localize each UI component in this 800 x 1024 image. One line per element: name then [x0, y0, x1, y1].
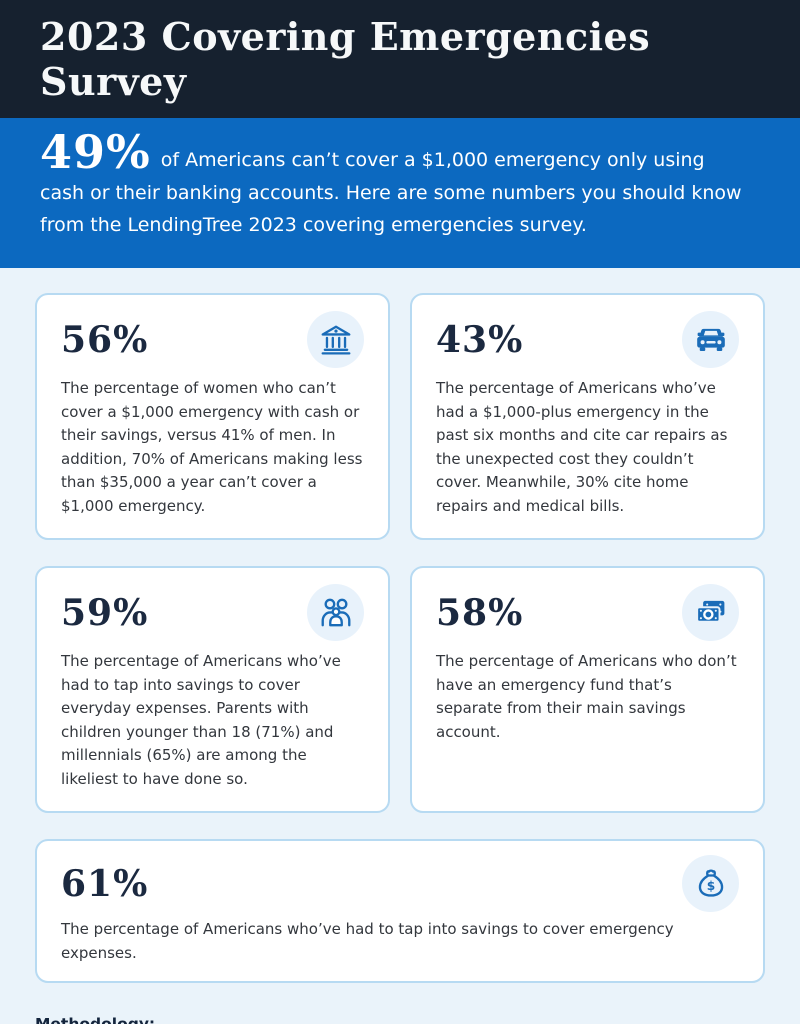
stat-value: 58% — [436, 592, 524, 634]
family-icon — [307, 584, 364, 641]
methodology: Methodology: LendingTree commissioned Qu… — [35, 1015, 513, 1024]
stat-value: 61% — [61, 863, 149, 905]
cash-icon — [682, 584, 739, 641]
headline-stat: 49% — [40, 125, 151, 179]
stat-description: The percentage of Americans who’ve had a… — [436, 379, 728, 515]
stat-description: The percentage of Americans who don’t ha… — [436, 652, 737, 741]
card-header: 59% — [61, 584, 364, 641]
stat-description: The percentage of Americans who’ve had t… — [61, 920, 674, 962]
card-header: 56% — [61, 311, 364, 368]
stat-value: 59% — [61, 592, 149, 634]
header: 2023 Covering Emergencies Survey — [0, 0, 800, 118]
stat-value: 43% — [436, 319, 524, 361]
stats-section: 56% The percentage of — [0, 268, 800, 1024]
stat-description: The percentage of Americans who’ve had t… — [61, 652, 341, 788]
stat-description: The percentage of women who can’t cover … — [61, 379, 363, 515]
card-header: 61% $ — [61, 855, 739, 912]
intro-banner: 49% of Americans can’t cover a $1,000 eme… — [0, 118, 800, 268]
footer: Methodology: LendingTree commissioned Qu… — [35, 1015, 765, 1024]
intro-text: 49% of Americans can’t cover a $1,000 eme… — [40, 118, 748, 242]
methodology-heading: Methodology: — [35, 1015, 156, 1024]
card-header: 58% — [436, 584, 739, 641]
stats-grid: 56% The percentage of — [35, 293, 765, 983]
car-icon — [682, 311, 739, 368]
money-bag-icon: $ — [682, 855, 739, 912]
bank-icon — [307, 311, 364, 368]
stat-card-everyday-expenses: 59% The percentage of Am — [35, 566, 390, 813]
stat-card-women: 56% The percentage of — [35, 293, 390, 540]
stat-card-car-repairs: 43% — [410, 293, 765, 540]
page-title: 2023 Covering Emergencies Survey — [40, 14, 651, 104]
stat-card-emergency-fund: 58% — [410, 566, 765, 813]
stat-card-emergency-expenses: 61% $ The percentage of Americans who’ve — [35, 839, 765, 983]
intro-text-body: of Americans can’t cover a $1,000 emerge… — [40, 149, 742, 236]
card-header: 43% — [436, 311, 739, 368]
stat-value: 56% — [61, 319, 149, 361]
svg-text:$: $ — [706, 878, 715, 892]
